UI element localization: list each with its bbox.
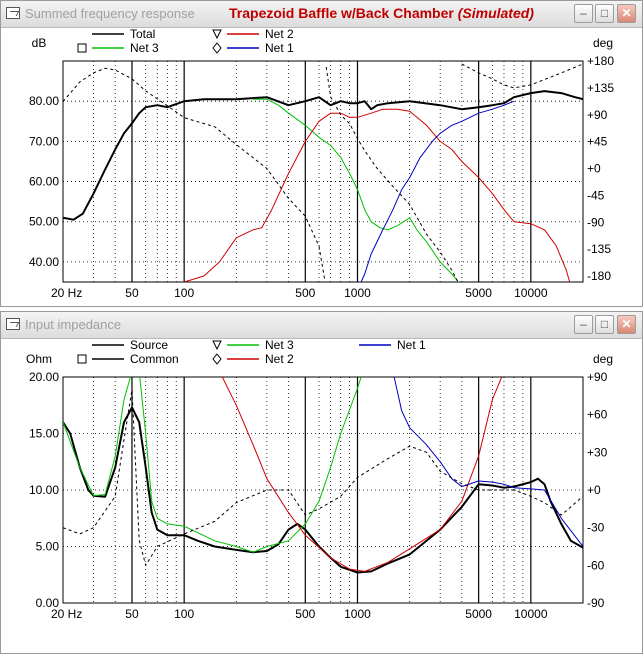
legend-label-net-2: Net 2 — [265, 27, 294, 41]
close-icon[interactable]: ✕ — [617, 315, 636, 334]
x-tick-label: 100 — [174, 607, 194, 621]
y-right-tick-label: +30 — [587, 445, 608, 459]
y-right-tick-label: -60 — [587, 558, 605, 572]
y-right-tick-label: -180 — [587, 269, 611, 283]
legend-diamond-marker — [212, 353, 222, 365]
chart-window-icon — [6, 7, 20, 19]
y-right-tick-label: -90 — [587, 215, 605, 229]
legend-label-common: Common — [130, 352, 179, 366]
x-tick-label: 20 Hz — [51, 286, 82, 300]
y-right-tick-label: -30 — [587, 521, 605, 535]
x-tick-label: 10000 — [514, 286, 548, 300]
plot-frame — [62, 60, 584, 283]
y-right-tick-label: +60 — [587, 408, 608, 422]
series-line-net-3 — [253, 98, 460, 282]
frequency-response-title: Summed frequency response — [25, 6, 195, 21]
plot-area — [63, 377, 583, 574]
x-tick-label: 50 — [125, 286, 139, 300]
x-tick-label: 500 — [295, 286, 315, 300]
x-tick-label: 1000 — [344, 286, 371, 300]
x-tick-label: 5000 — [465, 607, 492, 621]
legend-triangle-marker — [212, 340, 222, 351]
y-tick-label: 0.00 — [36, 596, 60, 610]
grid — [62, 61, 584, 282]
y-right-tick-label: +0 — [587, 483, 601, 497]
y-tick-label: 50.00 — [29, 215, 59, 229]
y-tick-label: 40.00 — [29, 255, 59, 269]
impedance-title: Input impedance — [25, 317, 122, 332]
legend-label-net-1: Net 1 — [397, 338, 426, 352]
legend-square-marker — [77, 354, 87, 364]
y-tick-label: 60.00 — [29, 175, 59, 189]
legend-diamond-marker — [212, 42, 222, 54]
y-right-tick-label: -90 — [587, 596, 605, 610]
y-right-axis-label: deg — [593, 36, 613, 50]
series-line-net-2 — [183, 108, 571, 282]
x-tick-label: 5000 — [465, 286, 492, 300]
chart-subtitle: Trapezoid Baffle w/Back Chamber (Simulat… — [229, 5, 534, 21]
plot-frame — [62, 376, 584, 604]
x-tick-label: 1000 — [344, 607, 371, 621]
y-right-tick-label: +90 — [587, 108, 608, 122]
series-line-net-3 — [63, 377, 362, 553]
frequency-response-window: Summed frequency response Trapezoid Baff… — [0, 0, 643, 307]
legend-label-total: Total — [130, 27, 155, 41]
y-right-tick-label: +180 — [587, 54, 614, 68]
legend-label-net-3: Net 3 — [130, 41, 159, 55]
legend-label-net-1: Net 1 — [265, 41, 294, 55]
y-axis-label: dB — [32, 36, 47, 50]
series-line-total — [63, 90, 583, 221]
x-tick-label: 50 — [125, 607, 139, 621]
y-right-tick-label: +135 — [587, 81, 614, 95]
y-right-axis-label: deg — [593, 352, 613, 366]
maximize-icon[interactable]: □ — [595, 315, 614, 334]
y-right-tick-label: +45 — [587, 135, 608, 149]
y-axis-label: Ohm — [26, 352, 52, 366]
chart-window-icon — [6, 318, 20, 330]
maximize-icon[interactable]: □ — [595, 4, 614, 23]
x-tick-label: 100 — [174, 286, 194, 300]
y-right-tick-label: -45 — [587, 188, 605, 202]
y-right-tick-label: +0 — [587, 162, 601, 176]
legend-label-source: Source — [130, 338, 168, 352]
impedance-titlebar[interactable]: Input impedance – □ ✕ — [1, 312, 642, 339]
y-right-tick-label: +90 — [587, 370, 608, 384]
x-tick-label: 500 — [295, 607, 315, 621]
x-tick-label: 20 Hz — [51, 607, 82, 621]
minimize-icon[interactable]: – — [574, 4, 593, 23]
legend-square-marker — [77, 43, 87, 53]
plot-area — [63, 63, 583, 282]
frequency-response-titlebar[interactable]: Summed frequency response Trapezoid Baff… — [1, 1, 642, 28]
series-line-net-1 — [393, 377, 583, 547]
minimize-icon[interactable]: – — [574, 315, 593, 334]
legend-label-net-3: Net 3 — [265, 338, 294, 352]
y-tick-label: 80.00 — [29, 94, 59, 108]
legend-triangle-marker — [212, 29, 222, 40]
y-tick-label: 15.00 — [29, 427, 59, 441]
y-tick-label: 10.00 — [29, 483, 59, 497]
series-line-net-1 — [360, 100, 515, 282]
x-tick-label: 10000 — [514, 607, 548, 621]
y-tick-label: 5.00 — [36, 540, 60, 554]
y-right-tick-label: -135 — [587, 242, 611, 256]
series-line-phase — [63, 63, 583, 282]
impedance-chart: Ohm deg 0.00 5.00 10.00 15.00 20.00 -90 -60 -30 +0… — [26, 338, 613, 621]
legend-label-net-2: Net 2 — [265, 352, 294, 366]
frequency-response-chart: dB deg 40.00 50.00 60.00 70.00 80.00 -180 -135 -9… — [29, 27, 614, 300]
series-line-phase — [63, 389, 583, 566]
series-line-net-2 — [221, 377, 503, 572]
y-tick-label: 70.00 — [29, 134, 59, 148]
close-icon[interactable]: ✕ — [617, 4, 636, 23]
impedance-window: Input impedance – □ ✕ Ohm deg 0.00 5.00 10.0… — [0, 311, 643, 654]
y-tick-label: 20.00 — [29, 370, 59, 384]
